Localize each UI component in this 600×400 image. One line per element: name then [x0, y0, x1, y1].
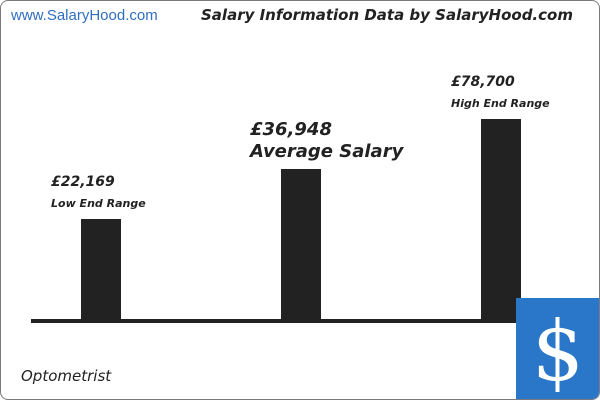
- bar-value-label-high: £78,700: [451, 74, 515, 90]
- bar-category-label-low: Low End Range: [51, 197, 146, 210]
- dollar-sign-icon: $: [516, 298, 599, 400]
- chart-title: Salary Information Data by SalaryHood.co…: [201, 6, 573, 24]
- occupation-label: Optometrist: [21, 367, 112, 385]
- bar-value-label-low: £22,169: [51, 174, 115, 190]
- bar-average: [281, 169, 321, 319]
- bar-category-label-high: High End Range: [451, 97, 550, 110]
- bar-high: [481, 119, 521, 319]
- bar-low: [81, 219, 121, 319]
- bar-value-label-average: £36,948: [250, 119, 332, 140]
- svg-text:$: $: [532, 305, 584, 400]
- site-url[interactable]: www.SalaryHood.com: [11, 7, 158, 24]
- bar-category-label-average: Average Salary: [250, 141, 404, 162]
